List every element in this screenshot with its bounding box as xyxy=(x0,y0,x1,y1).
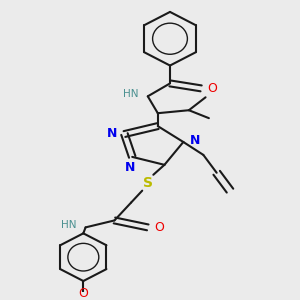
Text: HN: HN xyxy=(123,89,139,99)
Text: O: O xyxy=(78,287,88,300)
Text: S: S xyxy=(143,176,153,190)
Text: O: O xyxy=(154,221,164,234)
Text: N: N xyxy=(107,127,117,140)
Text: O: O xyxy=(207,82,217,95)
Text: N: N xyxy=(190,134,201,148)
Text: N: N xyxy=(125,161,135,174)
Text: HN: HN xyxy=(61,220,77,230)
